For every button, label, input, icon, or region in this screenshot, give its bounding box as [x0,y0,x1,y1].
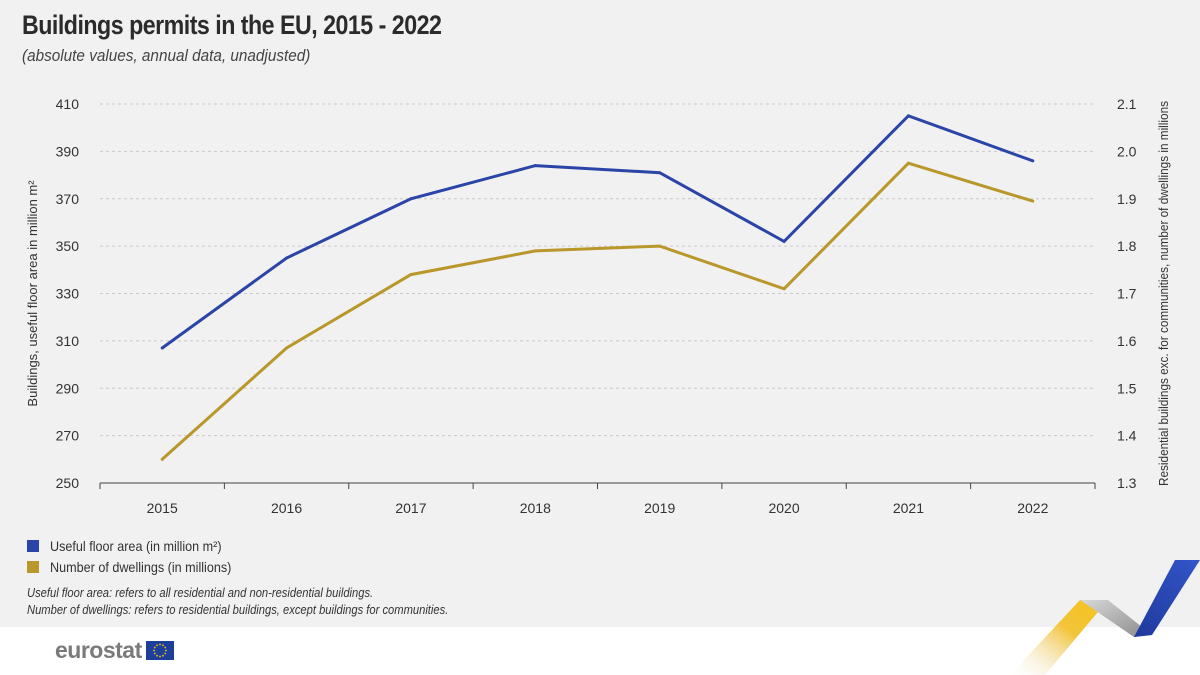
y-right-tick-label: 1.8 [1117,238,1137,254]
x-tick-label: 2016 [271,500,302,516]
x-tick-label: 2021 [893,500,924,516]
eurostat-logo: eurostat [55,637,174,664]
x-tick-label: 2022 [1017,500,1048,516]
legend-item-floor-area: Useful floor area (in million m²) [27,535,252,556]
chart-subtitle: (absolute values, annual data, unadjuste… [22,46,311,65]
y-left-axis-title: Buildings, useful floor area in million … [25,180,40,407]
legend-item-dwellings: Number of dwellings (in millions) [27,556,252,577]
data-point-dwellings [1031,199,1035,203]
y-left-tick-label: 310 [56,333,80,349]
legend-swatch-floor-area [27,539,39,552]
x-tick-label: 2018 [520,500,551,516]
data-point-floor-area [533,164,537,168]
y-left-tick-label: 370 [56,191,80,207]
data-point-dwellings [658,244,662,248]
footnote-dwellings: Number of dwellings: refers to residenti… [27,602,449,617]
x-tick-label: 2015 [147,500,178,516]
y-right-tick-label: 1.7 [1117,286,1137,302]
data-point-floor-area [160,346,164,350]
y-right-tick-label: 1.6 [1117,333,1137,349]
legend: Useful floor area (in million m²) Number… [27,535,252,577]
legend-label-dwellings: Number of dwellings (in millions) [50,558,232,575]
data-point-dwellings [409,273,413,277]
data-point-floor-area [782,239,786,243]
series-line-floor-area [161,114,1034,350]
data-point-floor-area [906,114,910,118]
decorative-ribbon [1010,560,1200,675]
y-left-tick-label: 330 [56,286,80,302]
line-chart: 250 270 290 310 330 350 370 390 410 1.3 1.4 1.5 1.6 1… [25,96,1171,516]
y-left-tick-label: 350 [56,238,80,254]
y-right-tick-label: 1.5 [1117,380,1137,396]
eu-flag-icon [145,641,174,660]
data-point-dwellings [285,346,289,350]
x-tick-label: 2019 [644,500,675,516]
chart-title: Buildings permits in the EU, 2015 - 2022 [22,10,442,40]
y-right-tick-label: 1.9 [1117,191,1137,207]
data-point-dwellings [160,457,164,461]
data-point-floor-area [285,256,289,260]
legend-label-floor-area: Useful floor area (in million m²) [50,537,222,554]
y-right-tick-label: 1.3 [1117,475,1137,491]
y-left-tick-label: 290 [56,380,80,396]
data-point-dwellings [533,249,537,253]
brand-name: eurostat [55,637,142,663]
data-point-dwellings [906,161,910,165]
y-right-tick-label: 2.1 [1117,96,1137,112]
y-left-tick-label: 390 [56,143,80,159]
y-left-tick-label: 270 [56,428,80,444]
data-point-floor-area [409,197,413,201]
y-left-tick-label: 410 [56,96,80,112]
y-left-tick-label: 250 [56,475,80,491]
footnotes: Useful floor area: refers to all residen… [27,584,517,618]
data-point-floor-area [1031,159,1035,163]
data-point-floor-area [658,171,662,175]
y-right-tick-label: 1.4 [1117,428,1137,444]
footnote-floor-area: Useful floor area: refers to all residen… [27,585,374,600]
legend-swatch-dwellings [27,560,39,573]
x-tick-label: 2017 [395,500,426,516]
y-right-tick-label: 2.0 [1117,143,1137,159]
data-point-dwellings [782,287,786,291]
footer-bar [0,627,1200,675]
y-right-axis-title: Residential buildings exc. for communiti… [1156,101,1171,486]
x-tick-label: 2020 [768,500,799,516]
series-line-dwellings [161,161,1034,461]
